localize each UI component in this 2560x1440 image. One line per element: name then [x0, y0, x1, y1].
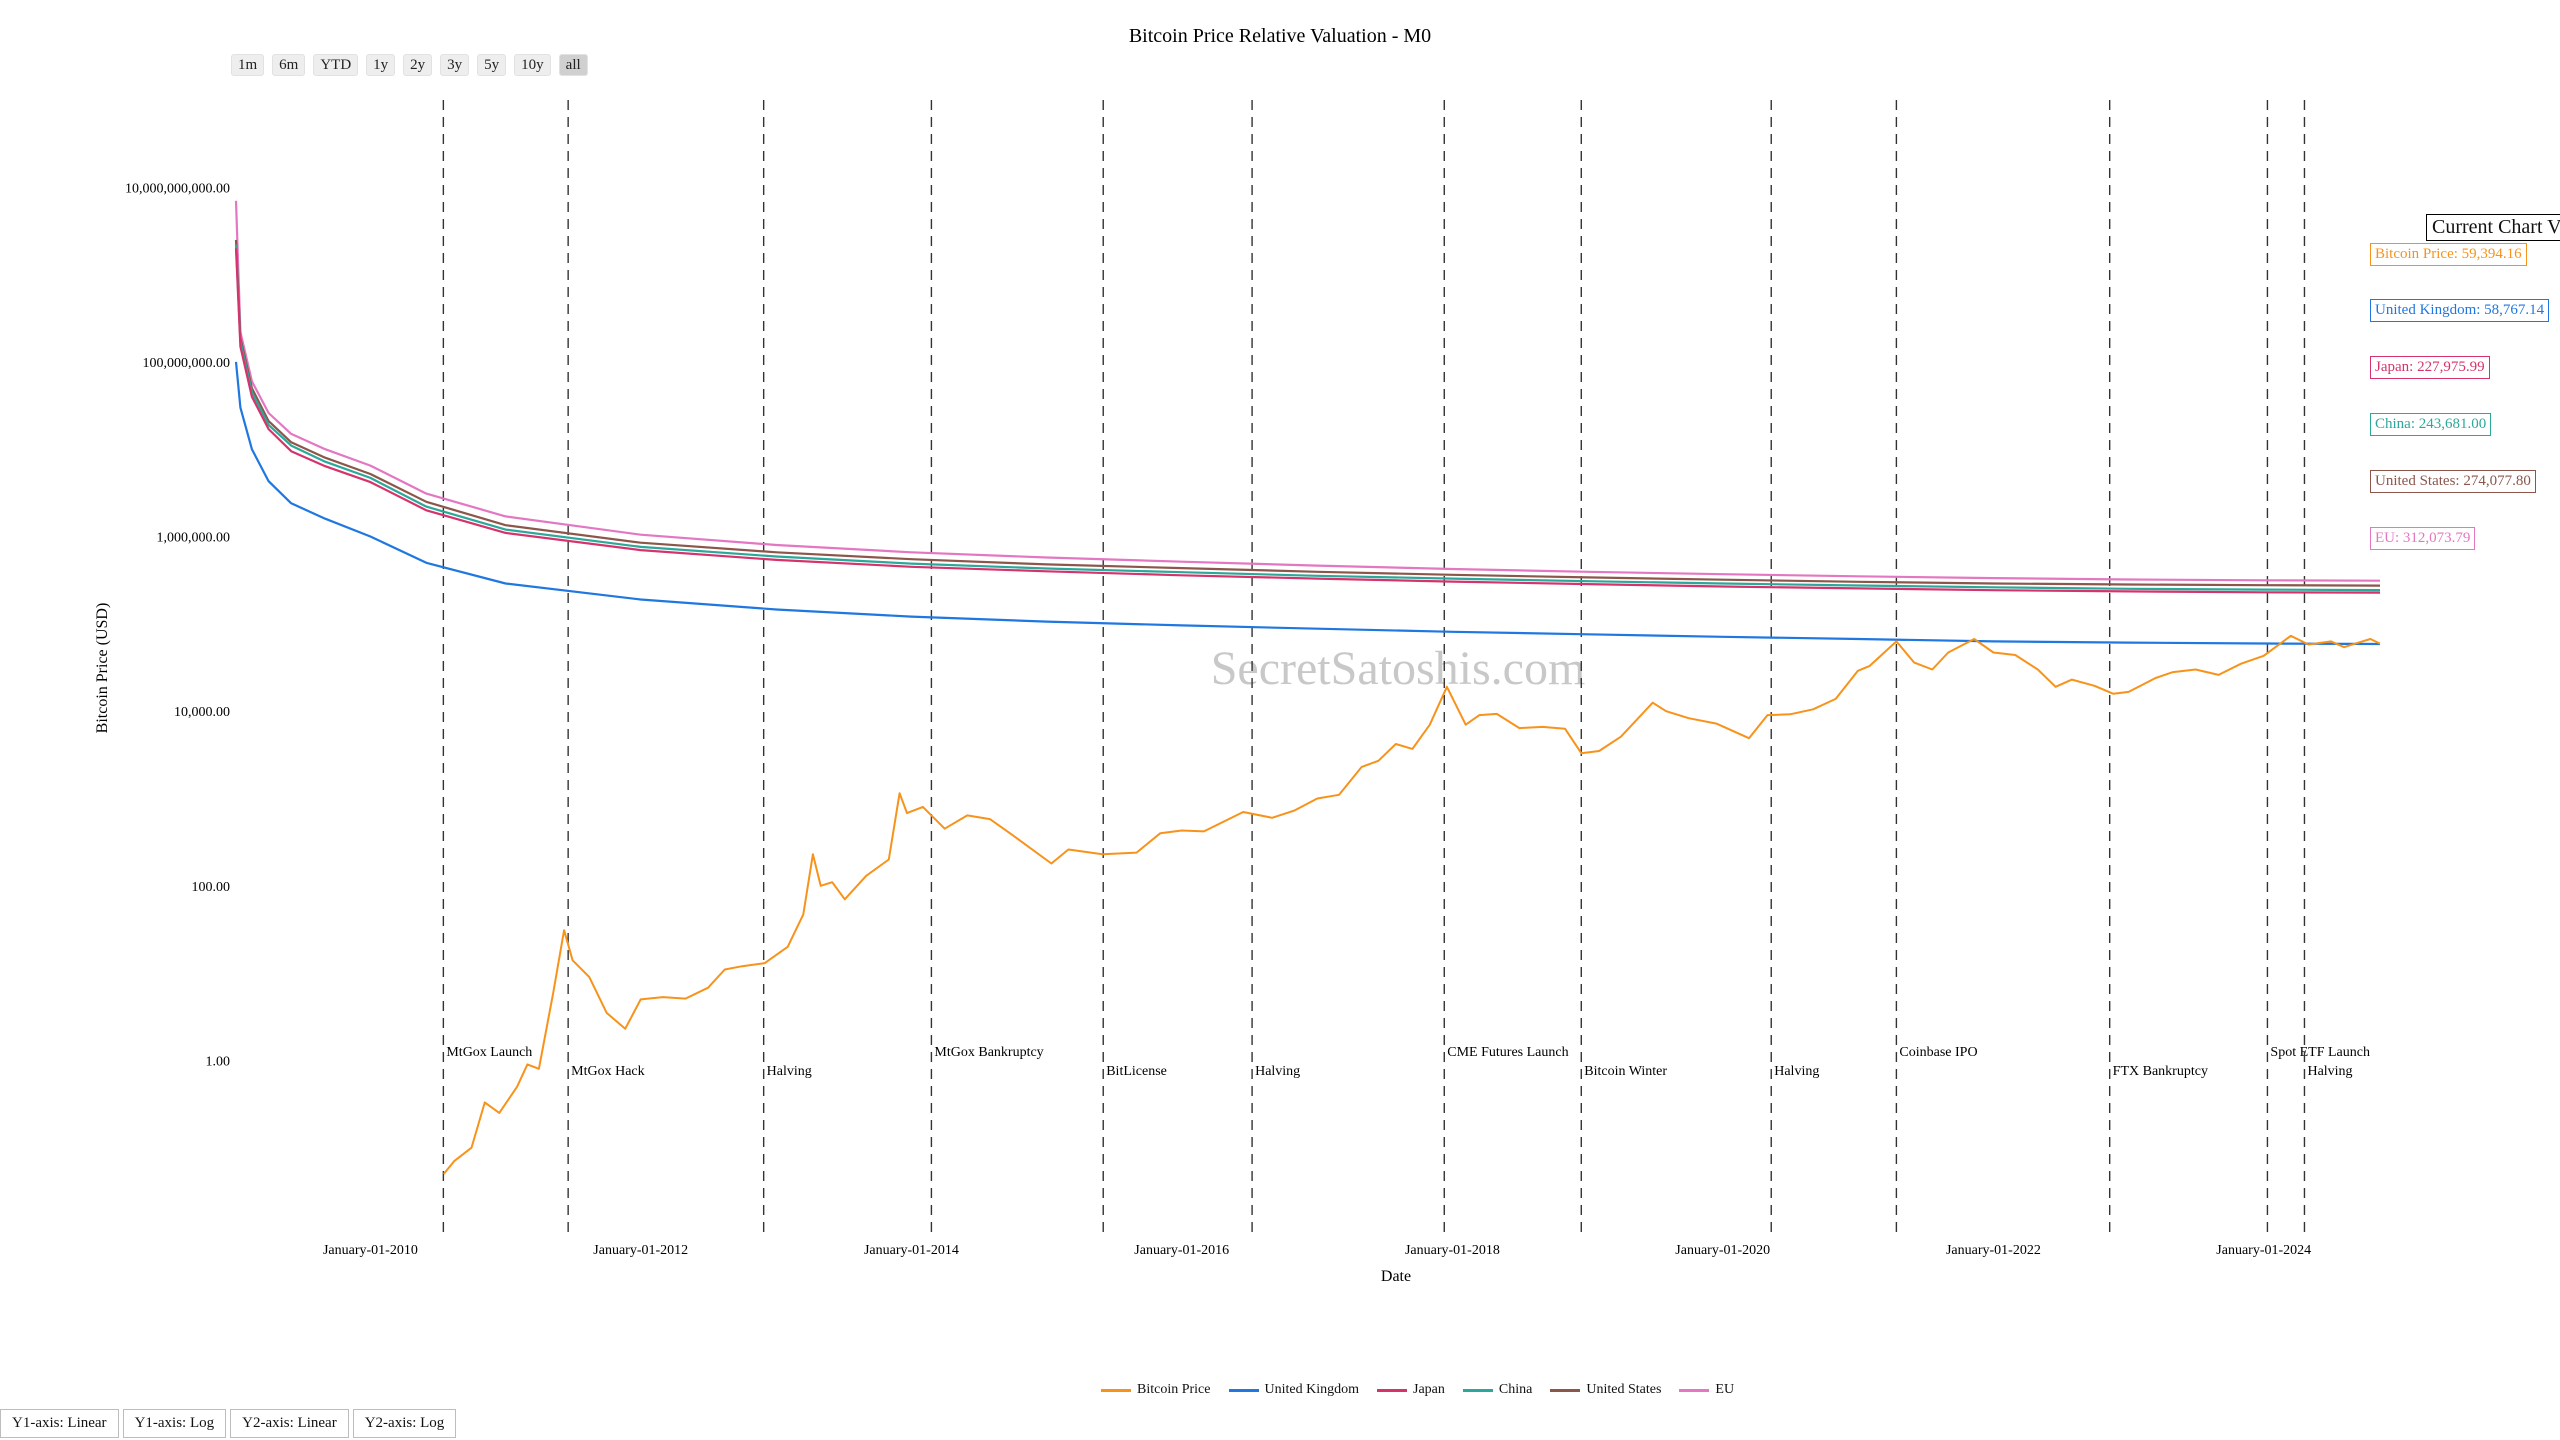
range-selector: 1m 6m YTD 1y 2y 3y 5y 10y all [231, 54, 588, 76]
legend-label: Japan [1413, 1382, 1445, 1397]
current-value-japan: Japan: 227,975.99 [2370, 356, 2490, 379]
y-tick-label: 100,000,000.00 [143, 356, 231, 371]
legend-swatch [1377, 1388, 1407, 1392]
x-tick-label: January-01-2016 [1134, 1243, 1229, 1258]
current-value-china: China: 243,681.00 [2370, 413, 2492, 436]
legend-item-united-kingdom[interactable]: United Kingdom [1228, 1382, 1360, 1398]
current-value-united-states: United States: 274,077.80 [2370, 470, 2536, 493]
legend-item-japan[interactable]: Japan [1377, 1382, 1445, 1398]
range-button-10y[interactable]: 10y [514, 54, 551, 76]
y-tick-label: 100.00 [192, 880, 231, 895]
event-label: Bitcoin Winter [1584, 1064, 1667, 1079]
event-label: BitLicense [1106, 1064, 1167, 1079]
range-button-1m[interactable]: 1m [231, 54, 265, 76]
current-value-eu: EU: 312,073.79 [2370, 527, 2476, 550]
legend-swatch [1462, 1388, 1493, 1392]
legend-item-bitcoin-price[interactable]: Bitcoin Price [1101, 1382, 1211, 1398]
event-label: Halving [1774, 1064, 1819, 1079]
legend-label: Bitcoin Price [1137, 1382, 1211, 1397]
current-value-bitcoin: Bitcoin Price: 59,394.16 [2370, 243, 2527, 266]
event-label: Spot ETF Launch [2270, 1045, 2370, 1060]
y2-linear-button[interactable]: Y2-axis: Linear [230, 1409, 349, 1438]
event-label: FTX Bankruptcy [2113, 1064, 2208, 1079]
x-tick-label: January-01-2018 [1405, 1243, 1500, 1258]
range-button-all[interactable]: all [558, 54, 588, 76]
x-tick-label: January-01-2022 [1946, 1243, 2041, 1258]
legend-item-united-states[interactable]: United States [1550, 1382, 1661, 1398]
event-label: Halving [1255, 1064, 1300, 1079]
legend-swatch [1228, 1388, 1259, 1392]
y-axis: 10,000,000,000.00 100,000,000.00 1,000,000… [125, 181, 230, 1069]
legend-item-china[interactable]: China [1462, 1382, 1533, 1398]
series-line-eu[interactable] [234, 200, 2381, 582]
legend-swatch [1550, 1388, 1581, 1392]
y1-log-button[interactable]: Y1-axis: Log [122, 1409, 227, 1438]
legend-item-eu[interactable]: EU [1679, 1382, 1734, 1398]
x-tick-label: January-01-2010 [323, 1243, 418, 1258]
watermark: SecretSatoshis.com [1211, 642, 1586, 695]
x-tick-label: January-01-2014 [864, 1243, 959, 1258]
range-button-1y[interactable]: 1y [366, 54, 396, 76]
y-tick-label: 10,000.00 [174, 705, 230, 720]
series-line-united-kingdom[interactable] [234, 361, 2381, 646]
series-line-bitcoin-price[interactable] [442, 634, 2381, 1175]
x-tick-label: January-01-2020 [1675, 1243, 1770, 1258]
event-label: Coinbase IPO [1899, 1045, 1977, 1060]
current-value-united-kingdom: United Kingdom: 58,767.14 [2370, 299, 2550, 322]
event-label: MtGox Bankruptcy [934, 1045, 1043, 1060]
y2-log-button[interactable]: Y2-axis: Log [352, 1409, 457, 1438]
event-label: CME Futures Launch [1447, 1045, 1568, 1060]
legend-swatch [1679, 1388, 1710, 1392]
event-label: MtGox Launch [446, 1045, 532, 1060]
event-label: MtGox Hack [571, 1064, 645, 1079]
event-label: Halving [2307, 1064, 2352, 1079]
x-tick-label: January-01-2024 [2216, 1243, 2311, 1258]
series-line-china[interactable] [234, 244, 2381, 592]
range-button-2y[interactable]: 2y [403, 54, 433, 76]
range-button-3y[interactable]: 3y [440, 54, 470, 76]
series-lines [234, 200, 2381, 1175]
event-label: Halving [767, 1064, 812, 1079]
y1-linear-button[interactable]: Y1-axis: Linear [0, 1409, 119, 1438]
y-tick-label: 1,000,000.00 [157, 531, 231, 546]
legend-label: China [1498, 1382, 1533, 1397]
series-line-japan[interactable] [234, 248, 2381, 594]
series-line-united-states[interactable] [234, 239, 2381, 587]
range-button-5y[interactable]: 5y [477, 54, 507, 76]
chart-title: Bitcoin Price Relative Valuation - M0 [1129, 25, 1431, 47]
current-values-title: Current Chart Values [2426, 214, 2560, 241]
range-button-ytd[interactable]: YTD [313, 54, 359, 76]
event-lines: MtGox Launch MtGox Hack Halving MtGox Bankr… [442, 100, 2370, 1238]
y-tick-label: 1.00 [206, 1054, 231, 1069]
axis-scale-toggles: Y1-axis: Linear Y1-axis: Log Y2-axis: Li… [0, 1409, 457, 1438]
range-button-6m[interactable]: 6m [272, 54, 306, 76]
legend-label: EU [1715, 1382, 1735, 1397]
x-tick-label: January-01-2012 [593, 1243, 688, 1258]
legend-label: United Kingdom [1264, 1382, 1360, 1397]
legend: Bitcoin Price United Kingdom Japan China… [1101, 1382, 1734, 1398]
legend-swatch [1101, 1388, 1131, 1392]
legend-label: United States [1586, 1382, 1662, 1397]
x-axis-title: Date [1381, 1268, 1411, 1285]
x-axis: January-01-2010 January-01-2012 January-01… [323, 1243, 2311, 1258]
y-axis-title: Bitcoin Price (USD) [94, 603, 111, 734]
y-tick-label: 10,000,000,000.00 [125, 181, 230, 196]
